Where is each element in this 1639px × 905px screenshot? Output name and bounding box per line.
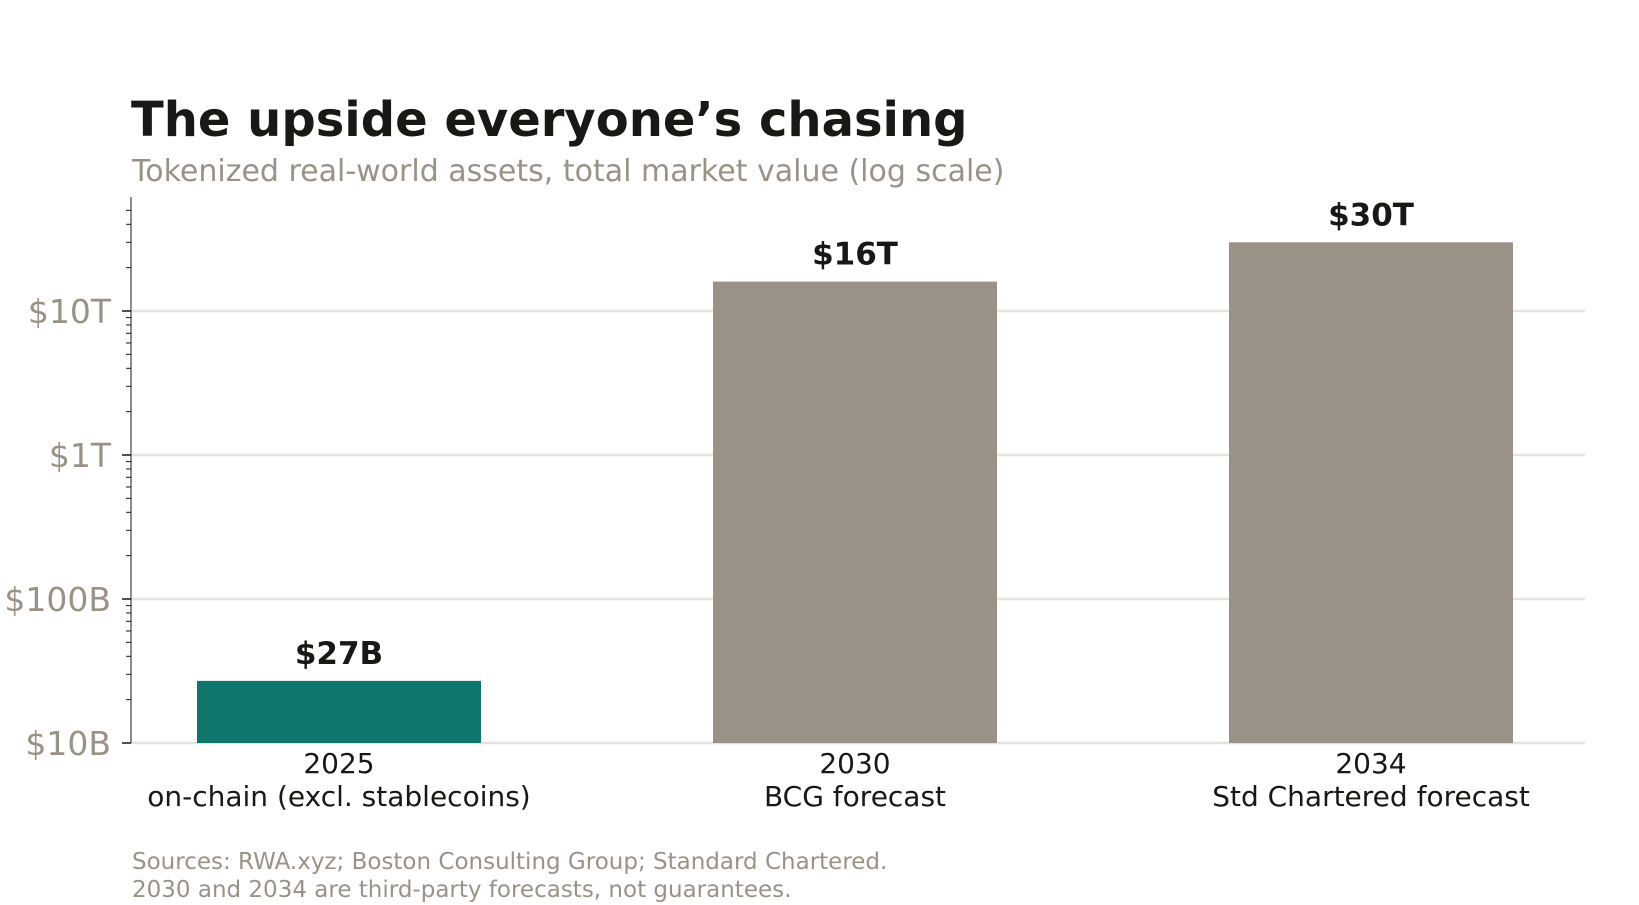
bar-value-label: $16T	[812, 237, 898, 273]
x-category-desc: BCG forecast	[764, 780, 946, 813]
bar-2025	[197, 680, 481, 743]
y-axis: $10B $100B $1T $10T	[4, 197, 132, 763]
y-tick-label: $10T	[28, 292, 112, 331]
x-category-year: 2030	[819, 747, 890, 780]
x-category-desc: Std Chartered forecast	[1212, 780, 1530, 813]
y-tick-label: $1T	[49, 436, 112, 475]
bar-value-label: $30T	[1328, 197, 1414, 233]
y-tick-label: $10B	[25, 724, 111, 763]
bar-value-label: $27B	[295, 636, 383, 672]
x-category-year: 2034	[1335, 747, 1406, 780]
bars	[197, 242, 1513, 743]
bar-2034	[1229, 242, 1513, 743]
bar-2030	[713, 281, 997, 743]
chart-title: The upside everyone’s chasing	[131, 92, 968, 148]
chart-subtitle: Tokenized real-world assets, total marke…	[132, 154, 1005, 189]
source-note: Sources: RWA.xyz; Boston Consulting Grou…	[132, 849, 888, 875]
x-category-desc: on-chain (excl. stablecoins)	[147, 780, 530, 813]
y-tick-label: $100B	[4, 580, 111, 619]
forecast-disclaimer: 2030 and 2034 are third-party forecasts,…	[132, 877, 792, 903]
x-category-year: 2025	[303, 747, 374, 780]
